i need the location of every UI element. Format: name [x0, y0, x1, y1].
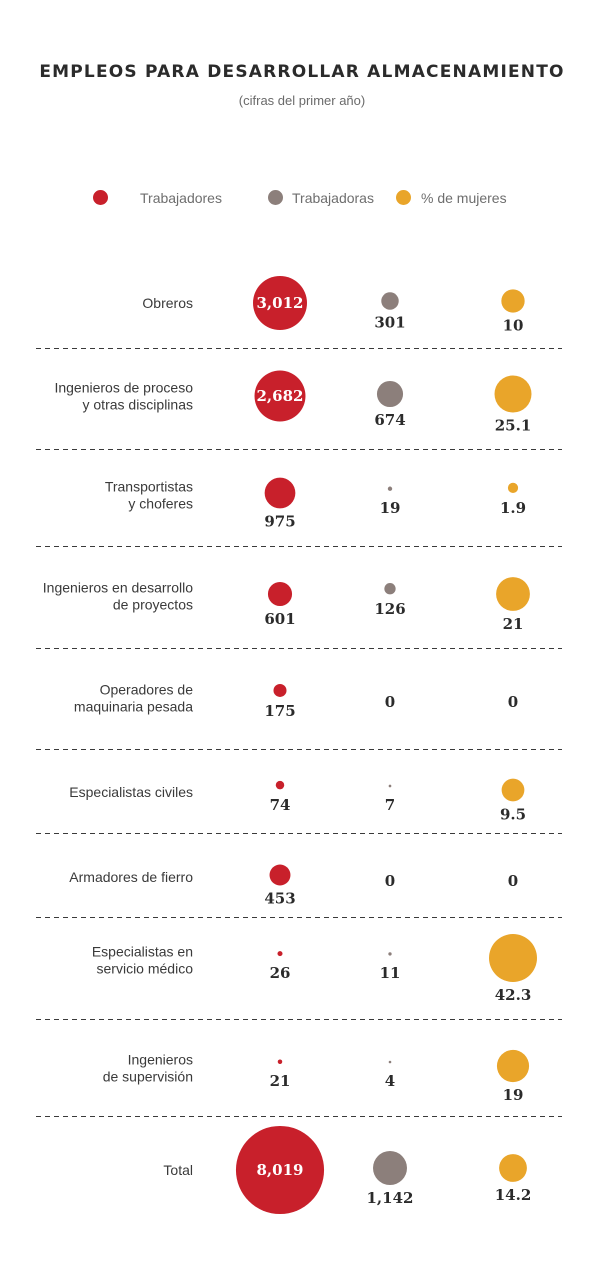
row-label: de proyectos	[113, 597, 193, 613]
legend: Trabajadores Trabajadoras % de mujeres	[0, 188, 604, 208]
women-bubble	[384, 583, 396, 595]
chart-subtitle: (cifras del primer año)	[238, 93, 366, 108]
pct-value-label: 42.3	[495, 986, 532, 1004]
legend-label-trabajadores: Trabajadores	[140, 190, 222, 206]
pct-bubble	[489, 934, 537, 982]
pct-bubble	[501, 778, 525, 802]
row-label: Especialistas civiles	[69, 784, 193, 800]
pct-value-label: 25.1	[495, 416, 532, 434]
women-value-label: 0	[385, 693, 395, 711]
men-value-label: 975	[264, 512, 295, 530]
pct-value-label: 9.5	[500, 805, 526, 823]
row-label: Ingenieros	[128, 1052, 193, 1068]
women-value-label: 1,142	[367, 1189, 414, 1207]
women-bubble	[388, 952, 392, 956]
men-value-label: 3,012	[257, 294, 304, 312]
row-label: Especialistas en	[92, 944, 193, 960]
row-label: y choferes	[128, 496, 193, 512]
pct-bubble	[507, 482, 519, 493]
row-label: de supervisión	[103, 1069, 193, 1085]
pct-value-label: 1.9	[500, 499, 526, 517]
men-bubble	[275, 780, 285, 790]
pct-value-label: 0	[508, 693, 518, 711]
men-value-label: 175	[264, 702, 295, 720]
men-bubble	[253, 276, 307, 330]
row-label: Total	[163, 1162, 193, 1178]
gray-circle-icon	[268, 190, 283, 205]
men-value-label: 74	[270, 796, 291, 814]
legend-label-trabajadoras: Trabajadoras	[292, 190, 374, 206]
pct-value-label: 10	[503, 317, 524, 335]
pct-value-label: 14.2	[495, 1186, 532, 1204]
pct-bubble	[494, 375, 532, 413]
men-bubble	[277, 951, 283, 957]
row-label: Ingenieros en desarrollo	[43, 580, 193, 596]
men-bubble	[235, 1125, 325, 1215]
row-label: Ingenieros de proceso	[54, 380, 193, 396]
row-label: Transportistas	[105, 479, 193, 495]
chart-title: EMPLEOS PARA DESARROLLAR ALMACENAMIENTO	[39, 62, 565, 82]
women-value-label: 126	[374, 600, 405, 618]
row-label: Operadores de	[100, 682, 194, 698]
men-value-label: 453	[264, 889, 295, 907]
row-label: y otras disciplinas	[83, 397, 194, 413]
pct-bubble	[499, 1154, 527, 1182]
women-value-label: 19	[380, 499, 401, 517]
pct-bubble	[501, 289, 525, 313]
women-value-label: 0	[385, 872, 395, 890]
pct-bubble	[496, 577, 530, 611]
men-value-label: 2,682	[257, 387, 304, 405]
row-label: Obreros	[142, 295, 193, 311]
red-circle-icon	[93, 190, 108, 205]
pct-bubble	[496, 1049, 530, 1083]
women-bubble	[373, 1151, 407, 1185]
men-bubble	[273, 683, 287, 697]
legend-label-pct-mujeres: % de mujeres	[421, 190, 507, 206]
women-bubble	[376, 380, 404, 408]
men-value-label: 21	[270, 1072, 291, 1090]
women-bubble	[381, 292, 399, 310]
men-value-label: 8,019	[257, 1161, 304, 1179]
pct-value-label: 0	[508, 872, 518, 890]
men-bubble	[269, 864, 291, 886]
men-bubble	[267, 581, 293, 607]
women-value-label: 674	[374, 411, 405, 429]
women-bubble	[387, 486, 393, 491]
row-label: servicio médico	[97, 961, 194, 977]
men-value-label: 26	[270, 964, 291, 982]
women-value-label: 301	[374, 314, 405, 332]
men-bubble	[277, 1059, 283, 1064]
women-bubble	[388, 784, 392, 788]
pct-value-label: 19	[503, 1086, 524, 1104]
women-bubble	[388, 1060, 392, 1064]
men-bubble	[264, 477, 296, 509]
men-value-label: 601	[264, 610, 295, 628]
row-label: Armadores de fierro	[69, 869, 193, 885]
women-value-label: 7	[385, 796, 395, 814]
women-value-label: 4	[385, 1072, 395, 1090]
women-value-label: 11	[380, 964, 401, 982]
row-label: maquinaria pesada	[74, 699, 193, 715]
pct-value-label: 21	[503, 615, 524, 633]
men-bubble	[254, 370, 306, 422]
orange-circle-icon	[396, 190, 411, 205]
